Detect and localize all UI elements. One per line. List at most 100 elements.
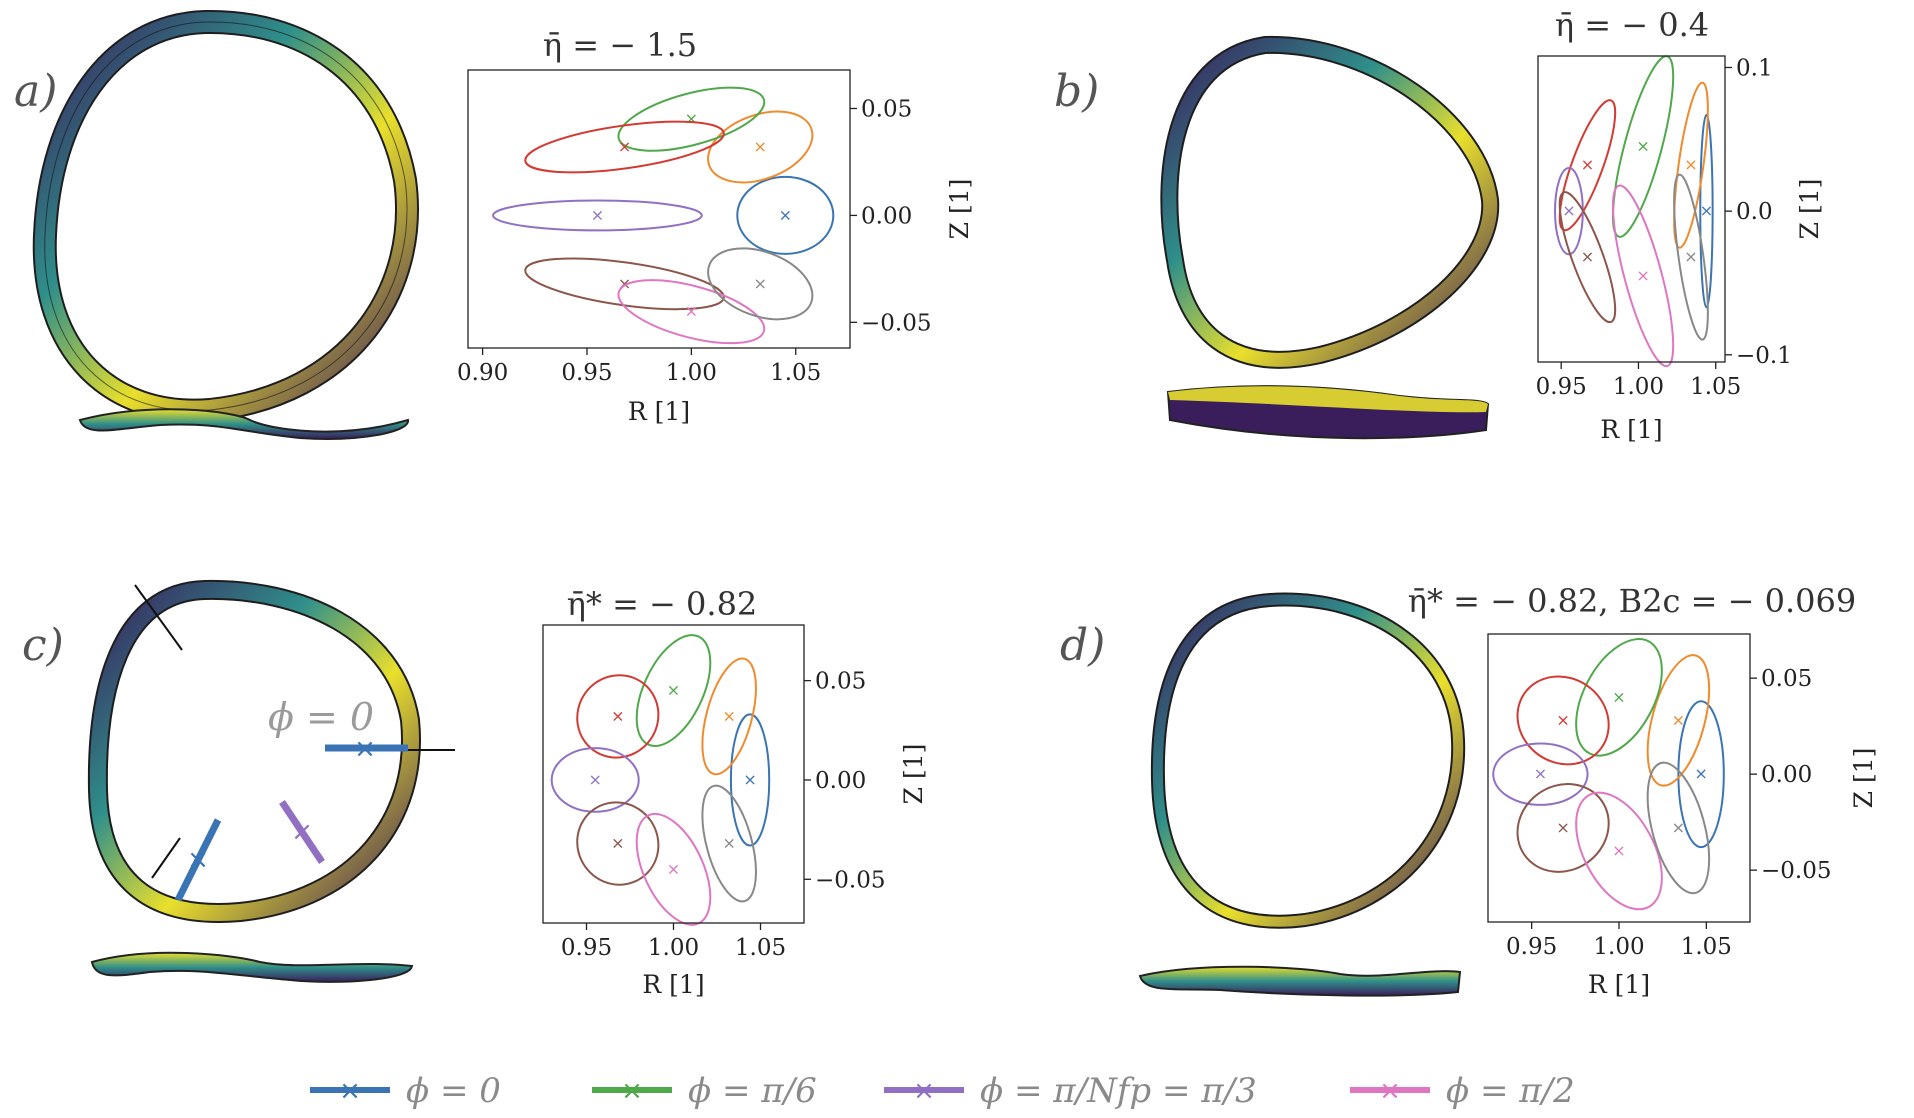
y-axis-label-b: Z [1] bbox=[1795, 179, 1824, 240]
axis-marker-blue: × bbox=[1700, 201, 1713, 220]
x-tick-label: 1.00 bbox=[648, 935, 699, 961]
x-tick-label: 1.05 bbox=[1690, 374, 1741, 400]
y-tick-label: 0.00 bbox=[1761, 762, 1812, 788]
panel-label-c: c) bbox=[22, 620, 64, 671]
cross-section-pink bbox=[1575, 791, 1663, 911]
axis-marker-pink: × bbox=[1636, 266, 1649, 285]
axis-marker-orange: × bbox=[754, 137, 767, 156]
stellarator-top-view-d bbox=[1150, 592, 1466, 929]
cross-section-gray bbox=[1673, 173, 1709, 341]
cross-section-blue bbox=[736, 175, 835, 255]
axis-marker-purple: × bbox=[1534, 764, 1547, 783]
axis-marker-green: × bbox=[1636, 137, 1649, 156]
cross-section-green bbox=[617, 86, 766, 152]
axis-marker-red: × bbox=[1581, 155, 1594, 174]
plot-title-d: η̄* = − 0.82, B2c = − 0.069 bbox=[1408, 582, 1856, 620]
svg-text:×: × bbox=[291, 817, 313, 847]
stellarator-side-view-c bbox=[90, 951, 414, 983]
cross-section-green bbox=[635, 634, 712, 748]
axis-marker-purple: × bbox=[591, 205, 604, 224]
axis-marker-red: × bbox=[618, 137, 631, 156]
y-tick-label: 0.05 bbox=[861, 96, 912, 122]
axis-marker-green: × bbox=[1612, 687, 1625, 706]
cross-section-purple bbox=[550, 747, 640, 813]
y-tick-label: 0.05 bbox=[815, 669, 866, 695]
y-tick-label: −0.05 bbox=[861, 310, 931, 336]
panel-label-b: b) bbox=[1054, 66, 1099, 117]
axis-marker-purple: × bbox=[588, 770, 601, 789]
svg-text:×: × bbox=[354, 734, 376, 764]
axis-marker-brown: × bbox=[611, 834, 624, 853]
axis-marker-purple: × bbox=[1562, 201, 1575, 220]
axis-marker-orange: × bbox=[1684, 155, 1697, 174]
axis-marker-blue: × bbox=[779, 205, 792, 224]
stellarator-side-view-b bbox=[1166, 385, 1490, 440]
axis-marker-blue: × bbox=[743, 770, 756, 789]
x-tick-label: 1.05 bbox=[735, 935, 786, 961]
plot-title-b: η̄ = − 0.4 bbox=[1555, 6, 1709, 44]
stellarator-top-view-c bbox=[87, 579, 421, 923]
axis-marker-green: × bbox=[685, 109, 698, 128]
x-tick-label: 0.95 bbox=[1536, 374, 1587, 400]
cross-section-orange bbox=[707, 110, 814, 184]
x-tick-label: 0.90 bbox=[457, 360, 508, 386]
plot-d: η̄* = − 0.82, B2c = − 0.069 × × × × × × × × 0.95 1… bbox=[1408, 582, 1878, 999]
axis-marker-brown: × bbox=[1556, 818, 1569, 837]
legend: × ϕ = 0 × ϕ = π/6 × ϕ = π/Nfp = π/3 × ϕ = π/2 bbox=[310, 1071, 1575, 1111]
cross-section-green bbox=[1575, 638, 1663, 757]
axis-marker-pink: × bbox=[667, 859, 680, 878]
cross-section-brown bbox=[524, 257, 725, 311]
cross-section-red bbox=[524, 120, 725, 174]
x-axis-label-c: R [1] bbox=[642, 970, 704, 999]
cross-section-red bbox=[1516, 675, 1610, 766]
x-tick-label: 0.95 bbox=[561, 360, 612, 386]
legend-label-pink: ϕ = π/2 bbox=[1446, 1071, 1575, 1111]
stellarator-top-view-b bbox=[1160, 35, 1500, 369]
axis-marker-pink: × bbox=[1612, 841, 1625, 860]
axis-marker-brown: × bbox=[1581, 247, 1594, 266]
axis-marker-blue: × bbox=[1694, 764, 1707, 783]
y-axis-label-d: Z [1] bbox=[1849, 748, 1878, 809]
cross-section-blue bbox=[729, 713, 771, 847]
phi0-annotation: ϕ = 0 bbox=[268, 695, 374, 739]
axis-marker-red: × bbox=[611, 706, 624, 725]
stellarator-side-view-d bbox=[1138, 965, 1462, 997]
cross-section-purple bbox=[1492, 742, 1589, 806]
cross-section-gray bbox=[1646, 761, 1711, 895]
plot-frame-a bbox=[467, 69, 851, 349]
x-tick-label: 1.00 bbox=[1613, 374, 1664, 400]
legend-marker-green: × bbox=[621, 1076, 643, 1106]
axis-marker-green: × bbox=[667, 681, 680, 700]
x-axis-label-a: R [1] bbox=[628, 397, 690, 426]
cross-section-blue bbox=[1699, 113, 1714, 309]
y-tick-label: 0.1 bbox=[1736, 55, 1773, 81]
cross-section-red bbox=[576, 674, 660, 759]
cross-section-orange bbox=[701, 657, 757, 776]
x-tick-label: 0.95 bbox=[1506, 934, 1557, 960]
axis-marker-gray: × bbox=[1684, 247, 1697, 266]
y-axis-label-a: Z [1] bbox=[945, 179, 974, 240]
cross-section-gray bbox=[701, 784, 757, 903]
x-axis-label-d: R [1] bbox=[1588, 970, 1650, 999]
y-tick-label: −0.05 bbox=[815, 867, 885, 893]
cross-section-pink bbox=[617, 279, 766, 345]
x-tick-label: 0.95 bbox=[561, 935, 612, 961]
panel-label-d: d) bbox=[1060, 620, 1105, 671]
cross-section-brown bbox=[1558, 191, 1617, 324]
cross-section-orange bbox=[1673, 81, 1709, 249]
x-tick-label: 1.00 bbox=[666, 360, 717, 386]
phi-markers: × × × bbox=[174, 734, 408, 902]
y-axis-label-c: Z [1] bbox=[899, 744, 928, 805]
legend-label-blue: ϕ = 0 bbox=[406, 1071, 501, 1111]
x-axis-label-b: R [1] bbox=[1600, 415, 1662, 444]
plot-frame-d bbox=[1487, 633, 1751, 923]
plot-title-c: η̄* = − 0.82 bbox=[567, 585, 758, 623]
axis-marker-pink: × bbox=[685, 302, 698, 321]
y-tick-label: −0.05 bbox=[1761, 858, 1831, 884]
legend-marker-pink: × bbox=[1379, 1076, 1401, 1106]
stellarator-top-view-a bbox=[32, 9, 419, 423]
plot-title-a: η̄ = − 1.5 bbox=[543, 26, 697, 64]
cross-section-blue bbox=[1677, 700, 1725, 849]
axis-marker-orange: × bbox=[722, 706, 735, 725]
y-tick-label: 0.00 bbox=[861, 203, 912, 229]
